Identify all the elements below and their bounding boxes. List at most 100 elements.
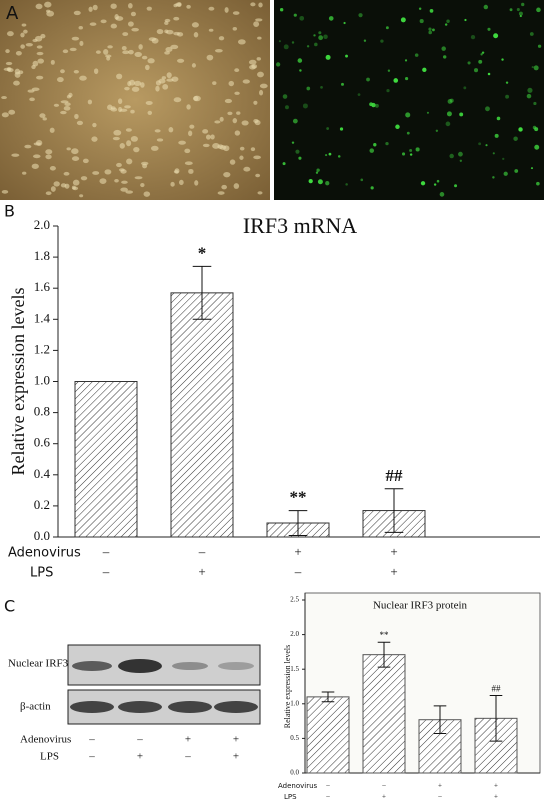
cell — [78, 25, 83, 30]
condition-sign: + — [494, 793, 498, 801]
condition-sign: + — [185, 734, 191, 746]
error-bar — [489, 694, 503, 742]
cell — [401, 152, 406, 156]
cell — [317, 179, 323, 185]
cell — [124, 105, 131, 109]
y-tick-label: 1.0 — [290, 699, 299, 707]
annotation: * — [198, 243, 207, 262]
cell — [224, 98, 232, 104]
cell — [50, 186, 56, 192]
condition-sign: – — [294, 564, 302, 579]
cell — [415, 147, 420, 152]
cell — [103, 49, 109, 55]
cell — [521, 2, 525, 7]
cell — [208, 6, 215, 11]
cell — [31, 163, 39, 169]
cell — [284, 105, 289, 110]
cell — [234, 91, 240, 95]
cell — [118, 168, 125, 172]
cell — [237, 39, 246, 45]
cell — [298, 156, 302, 160]
cell — [56, 76, 64, 83]
cell — [208, 28, 214, 32]
cell — [474, 68, 479, 73]
condition-sign: + — [390, 544, 397, 559]
cell — [459, 159, 463, 162]
cell — [449, 98, 454, 103]
cell — [363, 39, 367, 42]
cell — [72, 186, 79, 191]
cell — [131, 86, 140, 92]
cell — [130, 11, 136, 17]
y-tick-label: 1.0 — [34, 372, 50, 387]
cell — [130, 109, 135, 114]
cell — [409, 153, 413, 156]
cell — [173, 97, 182, 103]
cell — [291, 41, 295, 44]
cell — [439, 192, 445, 197]
cell — [191, 22, 199, 28]
bar — [74, 381, 138, 538]
condition-name: Adenovirus — [20, 734, 71, 746]
cell — [175, 2, 182, 7]
cell — [259, 89, 264, 96]
y-tick-label: 1.8 — [34, 248, 50, 263]
cell — [60, 69, 65, 74]
cell — [161, 76, 167, 80]
cell — [60, 100, 69, 104]
cell — [503, 171, 508, 176]
cell — [481, 51, 485, 54]
cell — [229, 159, 236, 165]
cell — [62, 49, 69, 54]
chart-title: Nuclear IRF3 protein — [373, 600, 468, 612]
cell — [23, 29, 28, 34]
cell — [446, 19, 450, 23]
cell — [501, 58, 504, 61]
cell — [502, 157, 505, 161]
cell — [518, 11, 523, 16]
cell — [236, 111, 241, 115]
y-tick-label: 1.5 — [290, 665, 299, 673]
cell — [428, 30, 432, 35]
cell — [313, 34, 316, 37]
cell — [380, 39, 384, 43]
y-tick-label: 1.4 — [34, 310, 51, 325]
cell — [170, 44, 179, 50]
cell — [186, 104, 191, 110]
cell — [420, 181, 426, 186]
cell — [142, 163, 148, 169]
cell — [72, 179, 80, 186]
error-bar — [433, 705, 447, 735]
cell — [154, 129, 161, 133]
cell — [279, 8, 284, 12]
y-tick-label: 0.6 — [34, 435, 51, 450]
cell — [112, 136, 120, 141]
cell — [306, 45, 310, 48]
cell — [166, 78, 174, 82]
cell — [35, 35, 43, 42]
y-tick-label: 0.4 — [34, 466, 51, 481]
cell — [39, 113, 46, 118]
cell — [283, 44, 289, 50]
cell — [189, 124, 195, 129]
cell — [133, 80, 142, 87]
cell — [293, 13, 297, 17]
cell — [232, 118, 238, 124]
panel-label: B — [4, 202, 15, 221]
cell — [188, 168, 194, 174]
cell — [53, 103, 60, 107]
cell — [509, 8, 513, 12]
cell — [140, 82, 145, 88]
condition-sign: + — [438, 782, 442, 790]
cell — [373, 143, 377, 147]
cell — [526, 93, 532, 99]
cell — [339, 127, 344, 131]
cell — [50, 59, 55, 65]
cell — [328, 16, 334, 21]
annotation: ** — [290, 488, 307, 507]
condition-sign: + — [137, 751, 143, 763]
cell — [217, 191, 225, 195]
cell — [530, 167, 533, 170]
cell — [405, 76, 409, 81]
